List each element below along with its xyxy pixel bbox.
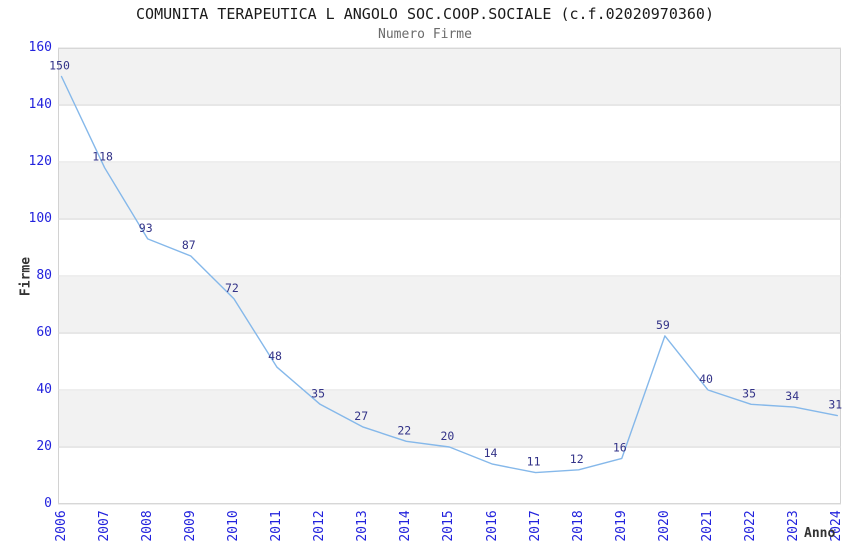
y-axis-tick-label: 160 xyxy=(28,40,52,55)
y-axis-tick-label: 60 xyxy=(36,325,52,340)
x-axis-tick-label: 2013 xyxy=(355,510,371,542)
x-axis-tick-label: 2021 xyxy=(700,510,715,542)
x-axis-tick-label: 2017 xyxy=(527,510,543,542)
y-axis-tick-label: 0 xyxy=(44,496,52,511)
x-axis-tick-label: 2012 xyxy=(312,510,328,542)
y-axis-tick-label: 140 xyxy=(28,97,52,112)
x-axis-tick-label: 2014 xyxy=(398,510,414,542)
y-axis-tick-label: 40 xyxy=(36,382,52,397)
x-axis-tick-label: 2016 xyxy=(484,510,500,542)
x-axis-tick-label: 2019 xyxy=(613,510,629,542)
x-axis-tick-label: 2022 xyxy=(743,510,759,542)
x-axis-tick-label: 2015 xyxy=(441,510,457,542)
x-axis-tick-label: 2023 xyxy=(786,510,802,542)
y-axis-tick-label: 80 xyxy=(36,268,52,283)
chart-title: COMUNITA TERAPEUTICA L ANGOLO SOC.COOP.S… xyxy=(136,5,714,23)
x-axis-tick-label: 2020 xyxy=(656,510,672,542)
y-axis-title: Firme xyxy=(18,256,34,297)
x-axis-tick-label: 2007 xyxy=(96,510,112,542)
x-axis-tick-label: 2010 xyxy=(225,510,241,542)
x-axis-tick-label: 2008 xyxy=(139,510,155,542)
y-axis-tick-label: 100 xyxy=(28,211,52,226)
x-axis-tick-label: 2006 xyxy=(53,510,69,542)
chart-subtitle: Numero Firme xyxy=(378,27,472,42)
x-axis-tick-label: 2018 xyxy=(570,510,586,542)
y-axis-tick-label: 120 xyxy=(28,154,52,169)
x-axis-title: Anno xyxy=(804,526,836,541)
x-axis-tick-label: 2011 xyxy=(269,510,284,542)
y-axis-tick-label: 20 xyxy=(36,439,52,454)
plot-area xyxy=(58,48,841,504)
x-axis-tick-label: 2009 xyxy=(182,510,198,542)
